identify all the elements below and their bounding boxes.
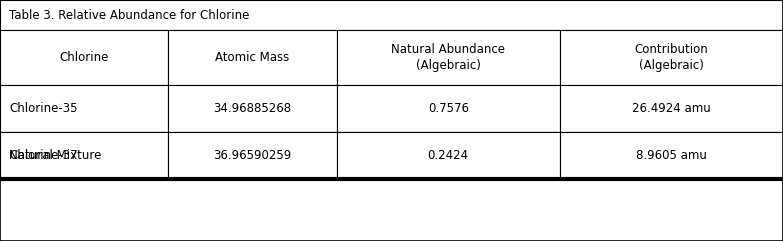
Text: Atomic Mass: Atomic Mass xyxy=(215,51,290,64)
Bar xyxy=(560,85,783,132)
Text: 8.9605 amu: 8.9605 amu xyxy=(636,149,707,162)
Bar xyxy=(0,85,168,132)
Bar xyxy=(560,30,783,85)
Bar xyxy=(0,132,168,179)
Bar xyxy=(168,132,337,179)
Text: 0.2424: 0.2424 xyxy=(428,149,469,162)
Bar xyxy=(337,30,560,85)
Bar xyxy=(337,85,560,132)
Text: Chlorine-35: Chlorine-35 xyxy=(9,102,78,115)
Bar xyxy=(0,30,168,85)
Text: Natural Abundance
(Algebraic): Natural Abundance (Algebraic) xyxy=(392,43,505,72)
Text: 36.96590259: 36.96590259 xyxy=(214,149,291,162)
Text: Contribution
(Algebraic): Contribution (Algebraic) xyxy=(634,43,709,72)
Bar xyxy=(0,0,783,30)
Bar xyxy=(560,132,783,179)
Text: Table 3. Relative Abundance for Chlorine: Table 3. Relative Abundance for Chlorine xyxy=(9,9,250,22)
Bar xyxy=(560,132,783,179)
Bar xyxy=(168,30,337,85)
Bar xyxy=(337,132,560,179)
Text: 34.96885268: 34.96885268 xyxy=(214,102,291,115)
Text: Chlorine-37: Chlorine-37 xyxy=(9,149,78,162)
Text: Chlorine: Chlorine xyxy=(60,51,109,64)
Text: 0.7576: 0.7576 xyxy=(428,102,469,115)
Text: Natural Mixture: Natural Mixture xyxy=(9,149,102,162)
Bar xyxy=(337,132,560,179)
Text: 26.4924 amu: 26.4924 amu xyxy=(632,102,711,115)
Bar xyxy=(168,85,337,132)
Bar xyxy=(0,132,168,179)
Bar xyxy=(168,132,337,179)
